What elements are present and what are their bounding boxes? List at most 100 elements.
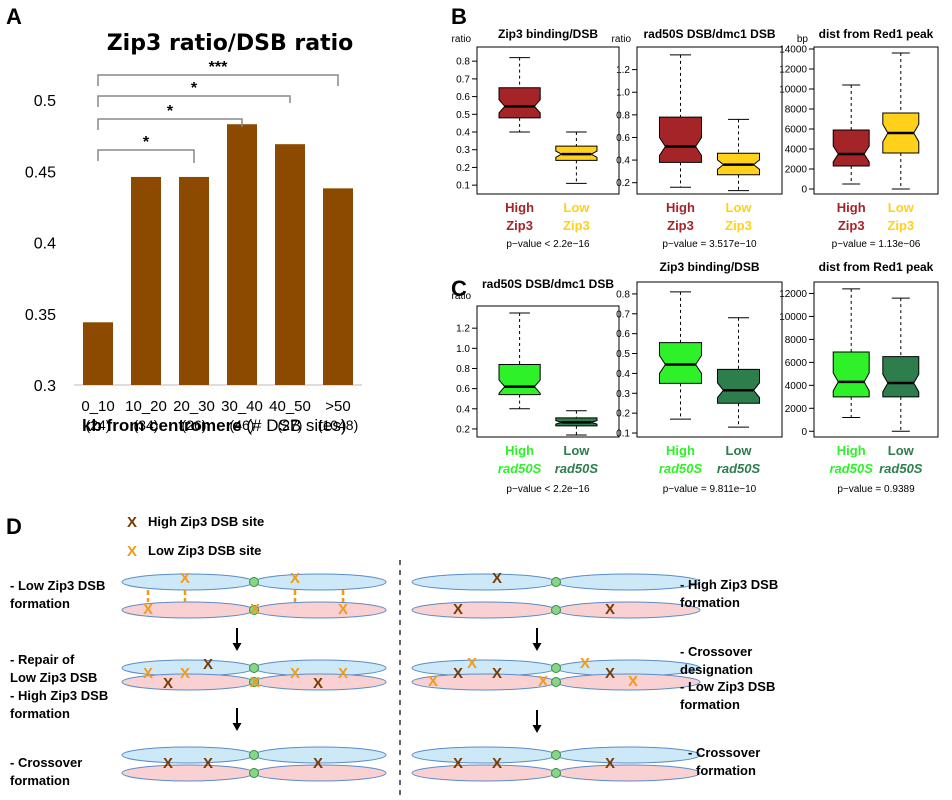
box-plot-frame <box>636 46 783 195</box>
chart-a-count-label: (34) <box>134 417 159 433</box>
significance-stars: *** <box>209 59 228 76</box>
box-plot-unit: ratio <box>452 291 472 302</box>
box-plot-tick-label: 0.2 <box>616 178 630 189</box>
group-label-line2: Zip3 <box>887 218 914 233</box>
down-arrow-icon <box>232 708 242 731</box>
box-plot-box <box>658 291 703 420</box>
box-plot-tick-label: 2000 <box>785 165 808 176</box>
box-plot-tick-label: 0.4 <box>616 369 630 380</box>
box-plot-box <box>882 297 920 432</box>
box-plot-box <box>498 57 541 133</box>
box-plot-5: Zip3 binding/DSB 0.1 0.2 0.3 0.4 0.5 0.6 0.7 0.8… <box>616 260 783 495</box>
box-plot-box <box>555 410 598 436</box>
chart-a-category-label: 30_40 <box>221 398 263 415</box>
box-plot-tick-label: 1.2 <box>616 65 630 76</box>
chromosome-arm <box>555 746 701 764</box>
box-plot-box <box>882 52 920 190</box>
chromosome-arm <box>555 573 701 591</box>
chromosome-arm <box>253 601 387 619</box>
high-zip3-dsb-x-icon: X <box>163 755 173 772</box>
group-label-line1: High <box>666 200 695 215</box>
box-body <box>498 87 541 119</box>
chromosome-homolog-blue <box>121 573 387 591</box>
box-body <box>658 342 703 384</box>
high-zip3-dsb-x-icon: X <box>605 755 615 772</box>
chromosome-homolog-blue <box>121 746 387 764</box>
box-plot-tick-label: 0.2 <box>616 409 630 420</box>
low-zip3-dsb-x-icon: X <box>467 655 477 672</box>
centromere <box>551 577 561 587</box>
box-plot-tick-label: 0 <box>801 427 807 438</box>
chart-a-y-tick-label: 0.45 <box>25 164 56 181</box>
box-plot-6: dist from Red1 peak 0 2000 4000 6000 8000 1000… <box>779 260 939 495</box>
box-plot-tick-label: 0.6 <box>616 329 630 340</box>
box-plot-4: rad50S DSB/dmc1 DSB ratio 0.2 0.4 0.6 0.8 1.0 1… <box>452 277 620 495</box>
box-plot-tick-label: 6000 <box>785 125 808 136</box>
box-body <box>658 116 703 163</box>
chart-a-count-label: (46) <box>230 417 255 433</box>
box-plot-tick-label: 0.8 <box>616 110 630 121</box>
chart-a-category-label: 20_30 <box>173 398 215 415</box>
panel-label-b: B <box>451 4 467 29</box>
chart-a-y-axis: 0.3 0.35 0.4 0.45 0.5 <box>25 93 362 395</box>
centromere <box>551 750 561 760</box>
step-line: Low Zip3 DSB <box>10 670 97 685</box>
significance-stars: * <box>191 80 198 97</box>
step-line: - Low Zip3 DSB <box>680 679 775 694</box>
chromosome-arm <box>121 601 255 619</box>
box-plot-2: rad50S DSB/dmc1 DSB ratio 0.2 0.4 0.6 0.8 1.0 1… <box>612 27 783 250</box>
chart-a-bar <box>323 188 353 385</box>
arrow-head <box>232 643 242 651</box>
down-arrow-icon <box>232 628 242 651</box>
box-plot-tick-label: 0.1 <box>456 181 470 192</box>
chromosome-homolog-blue <box>411 659 701 677</box>
centromere <box>249 677 259 687</box>
box-plot-tick-label: 12000 <box>779 289 807 300</box>
box-plot-title: Zip3 binding/DSB <box>498 27 598 41</box>
box-plot-tick-label: 0.7 <box>456 74 470 85</box>
chart-a-bar <box>275 144 305 385</box>
box-plot-tick-label: 8000 <box>785 105 808 116</box>
box-plot-unit: bp <box>797 34 809 45</box>
box-body <box>498 363 541 396</box>
chart-a-y-tick-label: 0.4 <box>34 236 56 253</box>
low-zip3-dsb-x-icon: X <box>338 665 348 682</box>
high-zip3-dsb-x-icon: X <box>492 755 502 772</box>
chromosome-homolog-pink <box>411 601 701 619</box>
group-label-line1: Low <box>726 443 753 458</box>
box-plot-tick-label: 0.5 <box>456 110 470 121</box>
box-plot-tick-label: 0.4 <box>616 156 630 167</box>
chromosome-homolog-pink <box>121 764 387 782</box>
centromere <box>249 605 259 615</box>
arrow-head <box>532 643 542 651</box>
chromosome-arm <box>253 573 387 591</box>
significance-bracket: * <box>97 103 243 130</box>
box-plot-title: rad50S DSB/dmc1 DSB <box>482 277 614 291</box>
low-zip3-dsb-x-icon: X <box>250 674 260 691</box>
box-plot-tick-label: 12000 <box>779 65 807 76</box>
chart-a-x-axis-label: kb from centromere (# DSB sites) <box>82 416 347 435</box>
chart-a-bar <box>179 176 209 385</box>
step-line: formation <box>10 773 70 788</box>
chromosome-arm <box>411 764 557 782</box>
legend-high-x-icon: X <box>127 514 137 531</box>
high-zip3-dsb-x-icon: X <box>492 665 502 682</box>
group-label-line2: Zip3 <box>563 218 590 233</box>
box-plot-tick-label: 0.4 <box>456 128 470 139</box>
box-plot-frame <box>813 46 939 195</box>
centromere <box>551 663 561 673</box>
legend-high-label: High Zip3 DSB site <box>148 514 264 529</box>
box-plot-tick-label: 10000 <box>779 312 807 323</box>
box-plot-box <box>498 312 541 410</box>
low-zip3-dsb-x-icon: X <box>428 673 438 690</box>
group-label-line1: High <box>837 443 866 458</box>
significance-bracket-line <box>97 118 243 130</box>
box-plot-tick-label: 0.4 <box>456 404 470 415</box>
centromere <box>249 768 259 778</box>
box-plot-tick-label: 1.0 <box>456 344 470 355</box>
group-label-line1: Low <box>563 200 590 215</box>
box-plot-tick-label: 4000 <box>785 381 808 392</box>
box-plot-unit: ratio <box>612 34 632 45</box>
box-plot-panels: Zip3 binding/DSB ratio 0.1 0.2 0.3 0.4 0.5 0.6 0… <box>452 27 939 495</box>
